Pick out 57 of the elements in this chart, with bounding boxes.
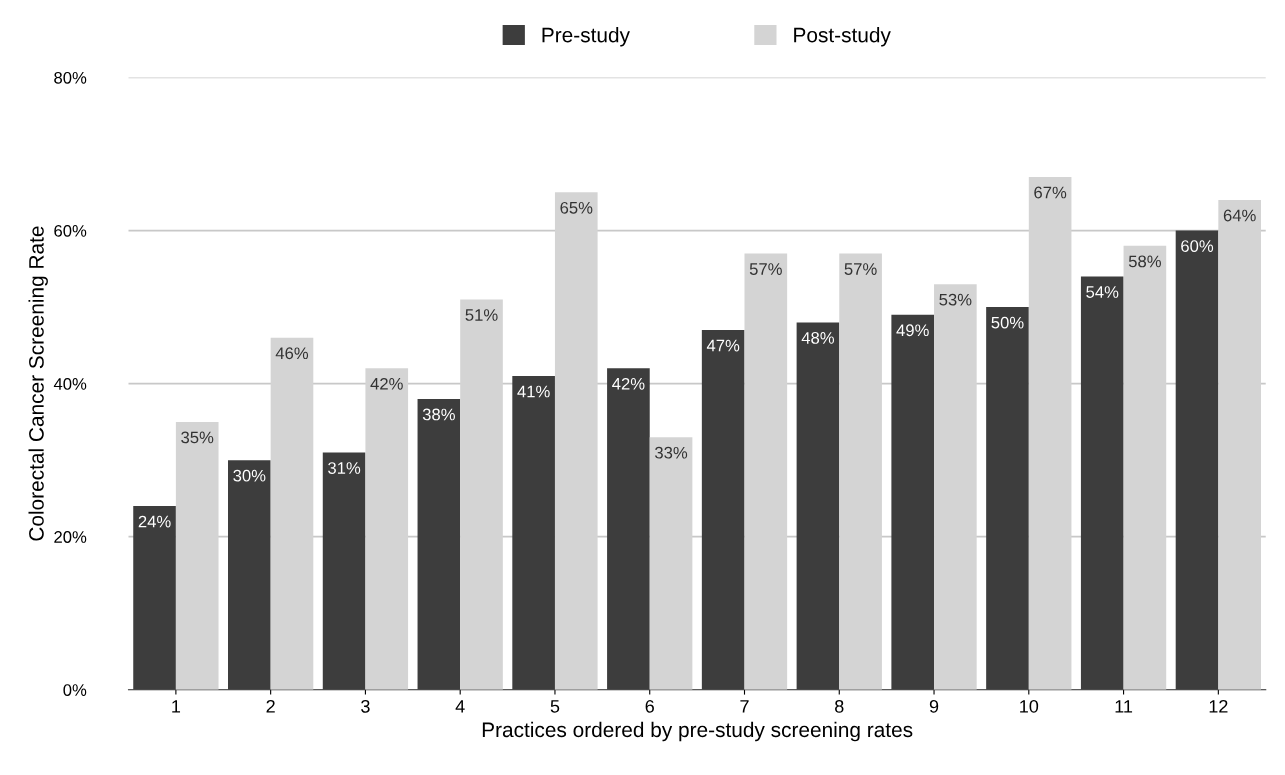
data-label: 41% xyxy=(517,385,550,398)
x-axis-title: Practices ordered by pre-study screening rates xyxy=(482,721,913,742)
data-label: 42% xyxy=(612,377,645,390)
bar xyxy=(607,368,650,690)
data-label: 47% xyxy=(706,339,740,352)
bar xyxy=(701,330,745,690)
data-label: 57% xyxy=(844,263,877,275)
data-label: 31% xyxy=(328,462,361,474)
legend-label: Pre-study xyxy=(542,27,630,47)
data-label: 24% xyxy=(138,515,171,528)
y-tick-label: 80% xyxy=(54,71,87,84)
data-label: 51% xyxy=(465,309,498,321)
bar xyxy=(133,506,176,690)
x-tick-label: 9 xyxy=(929,699,939,713)
x-tick-label: 11 xyxy=(1115,700,1133,713)
legend-label: Post-study xyxy=(794,27,891,47)
x-tick-label: 2 xyxy=(266,699,275,713)
x-tick-label: 3 xyxy=(361,699,370,713)
data-label: 33% xyxy=(655,446,688,459)
data-label: 50% xyxy=(991,316,1024,329)
data-label: 64% xyxy=(1223,209,1256,222)
data-label: 54% xyxy=(1086,286,1119,298)
x-tick-label: 12 xyxy=(1209,699,1228,713)
data-label: 57% xyxy=(749,263,782,275)
x-tick-label: 4 xyxy=(455,700,465,713)
data-label: 42% xyxy=(370,377,403,390)
data-label: 38% xyxy=(422,408,455,421)
data-label: 49% xyxy=(896,324,929,337)
data-label: 58% xyxy=(1128,255,1161,268)
bar xyxy=(1175,230,1219,690)
y-tick-label: 60% xyxy=(54,224,87,237)
bar xyxy=(986,307,1029,690)
bar xyxy=(512,375,555,690)
x-tick-label: 7 xyxy=(740,700,749,713)
x-tick-label: 10 xyxy=(1020,699,1039,713)
bar xyxy=(796,322,840,690)
data-label: 46% xyxy=(275,347,309,360)
bar xyxy=(1080,276,1124,690)
data-label: 48% xyxy=(801,332,835,344)
y-tick-label: 40% xyxy=(53,378,87,390)
bar xyxy=(417,398,461,690)
data-label: 67% xyxy=(1034,186,1067,199)
data-label: 53% xyxy=(939,293,972,306)
bar xyxy=(228,460,271,690)
x-tick-label: 8 xyxy=(835,699,844,713)
y-axis-title: Colorectal Cancer Screening Rate xyxy=(28,226,48,541)
y-tick-label: 0% xyxy=(63,684,87,696)
data-label: 65% xyxy=(560,201,593,214)
y-tick-label: 20% xyxy=(54,531,87,543)
bar xyxy=(322,452,366,690)
x-tick-label: 1 xyxy=(172,700,181,713)
x-tick-label: 5 xyxy=(550,700,560,713)
data-label: 35% xyxy=(181,431,214,444)
data-label: 60% xyxy=(1181,240,1214,252)
x-tick-label: 6 xyxy=(645,699,654,713)
data-label: 30% xyxy=(233,469,266,482)
bar xyxy=(891,314,935,690)
